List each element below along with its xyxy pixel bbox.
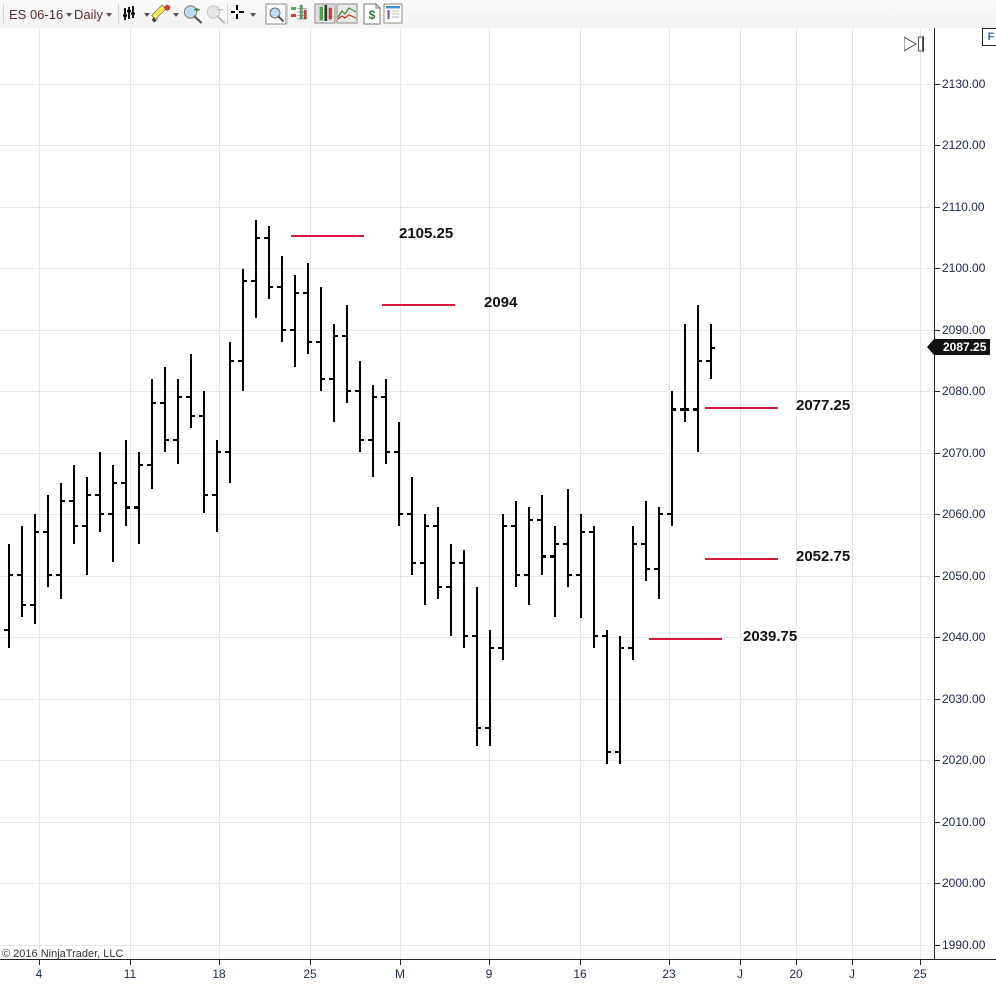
svg-text:$: $: [369, 8, 376, 22]
